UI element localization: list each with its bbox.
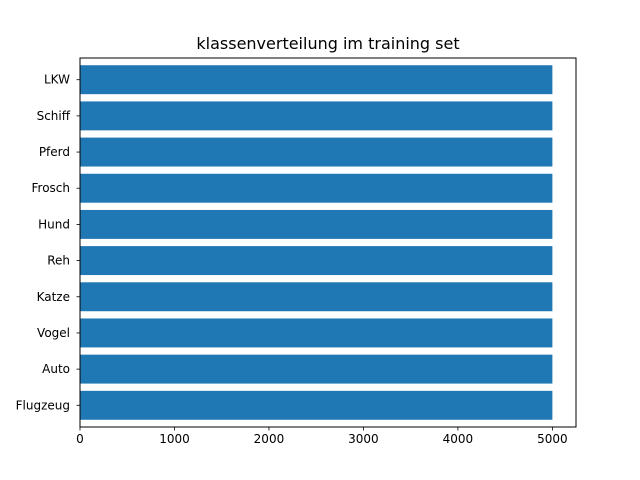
y-tick-label: Auto	[42, 362, 70, 376]
plot-frame	[79, 57, 577, 428]
y-tick-label: Vogel	[37, 326, 70, 340]
y-tick-label: Frosch	[32, 181, 71, 195]
bar-vogel	[80, 318, 553, 348]
x-axis-ticks: 0 1000 2000 3000 4000 5000	[76, 427, 568, 446]
bar-katze	[80, 282, 553, 312]
x-tick-label: 0	[76, 432, 84, 446]
x-tick-label: 1000	[159, 432, 190, 446]
x-tick-label: 3000	[348, 432, 379, 446]
bar-schiff	[80, 101, 553, 131]
x-tick-label: 4000	[443, 432, 474, 446]
y-tick-label: Pferd	[39, 145, 70, 159]
y-axis-ticks: Flugzeug Auto Vogel Katze Reh Hund Frosch Pferd…	[16, 73, 80, 412]
x-tick-label: 2000	[254, 432, 285, 446]
bar-frosch	[80, 173, 553, 203]
bars-group	[80, 65, 553, 420]
y-tick-label: Reh	[47, 254, 70, 268]
chart-title: klassenverteilung im training set	[196, 34, 459, 53]
bar-lkw	[80, 65, 553, 95]
bar-auto	[80, 354, 553, 384]
bar-reh	[80, 246, 553, 276]
y-tick-label: Hund	[38, 217, 70, 231]
bar-flugzeug	[80, 390, 553, 420]
bar-pferd	[80, 137, 553, 167]
y-tick-label: LKW	[44, 73, 70, 87]
x-tick-label: 5000	[537, 432, 568, 446]
y-tick-label: Schiff	[37, 109, 71, 123]
bar-hund	[80, 209, 553, 239]
y-tick-label: Flugzeug	[16, 398, 70, 412]
y-tick-label: Katze	[37, 290, 70, 304]
